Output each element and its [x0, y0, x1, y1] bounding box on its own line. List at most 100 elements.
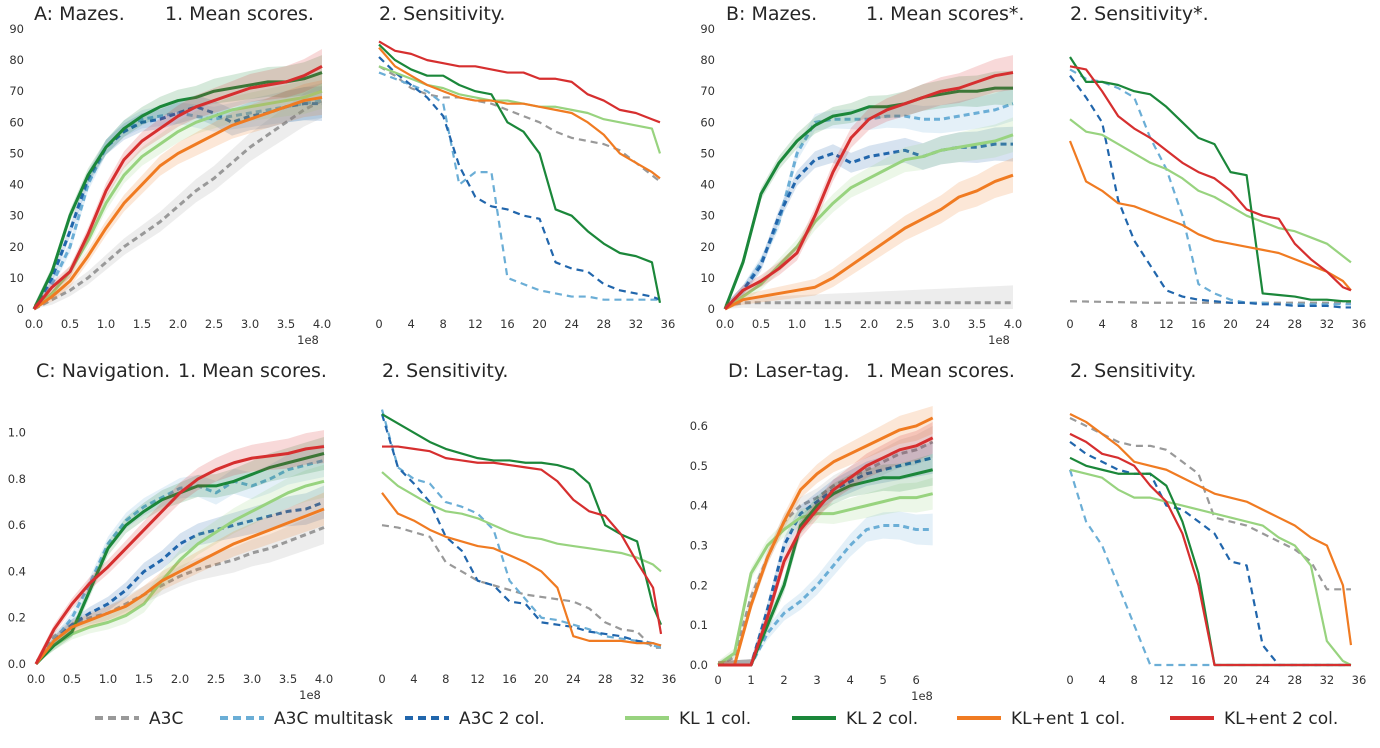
- y-tick-label: 20: [9, 240, 24, 254]
- subplot-title: 1. Mean scores*.: [866, 3, 1024, 25]
- series-line-a3c: [378, 65, 661, 183]
- series-line-kl-ent-2-col: [1069, 65, 1352, 292]
- x-tick-label: 3.0: [932, 317, 950, 331]
- series-line-kl-ent-1-col: [34, 507, 325, 665]
- series-line-kl-ent-1-col: [33, 95, 323, 311]
- x-tick-label: 20: [532, 317, 547, 331]
- y-tick-label: 0: [17, 302, 24, 316]
- series-line-kl-2-col: [1069, 56, 1351, 303]
- x-tick-label: 12: [1159, 673, 1174, 687]
- y-tick-label: 0.4: [8, 564, 26, 578]
- series-band: [725, 86, 1013, 310]
- x-tick-label: 2.0: [169, 317, 187, 331]
- series-line-kl-1-col: [381, 471, 662, 573]
- x-tick-label: 1.0: [99, 672, 117, 686]
- x-tick-label: 1.0: [788, 317, 806, 331]
- y-tick-label: 0.6: [8, 518, 26, 532]
- x-tick-label: 4.0: [313, 317, 331, 331]
- series-line-a3c-2-col: [378, 56, 661, 301]
- legend-label: KL+ent 2 col.: [1224, 709, 1338, 729]
- legend-label: KL 1 col.: [679, 709, 751, 729]
- series-line-a3c: [724, 301, 1013, 308]
- series-band: [725, 126, 1013, 309]
- x-tick-label: 24: [1255, 317, 1270, 331]
- x-tick-label: 0.0: [716, 317, 734, 331]
- series-band: [36, 443, 324, 664]
- series-line-kl-ent-1-col: [718, 416, 934, 667]
- series-line-a3c-multitask: [1068, 469, 1351, 667]
- series-line-a3c: [1069, 416, 1351, 591]
- y-tick-label: 0.0: [8, 657, 26, 671]
- series-band: [718, 441, 933, 665]
- subplot-d1: D: Laser-tag. 1. Mean scores. 0 1 2 3 4 5 6 1e8 0.…: [690, 360, 1015, 703]
- x-tick-label: 16: [502, 672, 517, 686]
- x-tick-label: 32: [1320, 673, 1335, 687]
- x-tick-label: 0.5: [752, 317, 770, 331]
- y-tick-label: 0.0: [690, 658, 708, 672]
- x-tick-label: 0: [714, 673, 721, 687]
- series-line-a3c: [34, 526, 325, 665]
- x-tick-label: 16: [1191, 673, 1206, 687]
- x-offset-label: 1e8: [297, 333, 319, 347]
- x-tick-label: 36: [661, 317, 676, 331]
- x-offset-label: 1e8: [299, 688, 321, 702]
- x-tick-label: 3.0: [243, 672, 261, 686]
- x-tick-label: 16: [1191, 317, 1206, 331]
- series-line-a3c-2-col: [1069, 440, 1351, 667]
- x-tick-label: 2.5: [207, 672, 225, 686]
- x-tick-label: 32: [629, 317, 644, 331]
- x-tick-label: 3.5: [277, 317, 295, 331]
- series-line-kl-ent-2-col: [723, 71, 1014, 311]
- x-tick-label: 20: [1223, 673, 1238, 687]
- x-tick-label: 0.5: [63, 672, 81, 686]
- x-tick-label: 0.5: [61, 317, 79, 331]
- legend-label: A3C: [149, 709, 183, 729]
- legend-label: A3C 2 col.: [459, 709, 545, 729]
- y-tick-label: 0.3: [690, 538, 708, 552]
- series-line-kl-2-col: [378, 43, 662, 303]
- y-tick-label: 0.2: [690, 578, 708, 592]
- y-tick-label: 0.6: [690, 419, 708, 433]
- x-tick-label: 36: [1352, 317, 1367, 331]
- panel-label: B: Mazes.: [726, 3, 817, 25]
- legend-item: KL 2 col.: [792, 709, 918, 729]
- series-line-kl-1-col: [1069, 468, 1352, 666]
- y-tick-label: 0.4: [690, 499, 708, 513]
- y-tick-label: 70: [9, 84, 24, 98]
- legend-item: A3C 2 col.: [405, 709, 545, 729]
- x-tick-label: 2.0: [860, 317, 878, 331]
- series-band: [36, 464, 324, 664]
- series-line-kl-1-col: [717, 492, 934, 667]
- y-tick-label: 0.2: [8, 611, 26, 625]
- x-tick-label: 28: [596, 317, 611, 331]
- x-tick-label: 28: [1287, 673, 1302, 687]
- series-line-a3c-multitask: [32, 99, 323, 310]
- series-line-kl-ent-2-col: [718, 436, 934, 667]
- x-tick-label: 20: [1223, 317, 1238, 331]
- x-tick-label: 6: [913, 673, 920, 687]
- series-band: [34, 48, 322, 310]
- x-tick-label: 12: [468, 317, 483, 331]
- series-line-kl-1-col: [33, 89, 323, 311]
- x-tick-label: 24: [564, 317, 579, 331]
- x-tick-label: 1.0: [97, 317, 115, 331]
- series-line-kl-ent-1-col: [381, 492, 662, 647]
- x-tick-label: 1.5: [135, 672, 153, 686]
- y-tick-label: 50: [700, 146, 715, 160]
- x-tick-label: 0: [1066, 317, 1073, 331]
- y-tick-label: 30: [9, 209, 24, 223]
- x-tick-label: 5: [879, 673, 886, 687]
- series-line-a3c-multitask: [718, 524, 933, 667]
- x-tick-label: 36: [662, 672, 677, 686]
- x-tick-label: 20: [534, 672, 549, 686]
- series-band: [718, 511, 933, 665]
- legend-item: KL 1 col.: [625, 709, 751, 729]
- x-tick-label: 4: [407, 317, 414, 331]
- subplot-title: 2. Sensitivity.: [382, 360, 508, 382]
- legend-item: KL+ent 2 col.: [1170, 709, 1338, 729]
- series-band: [36, 485, 324, 664]
- x-tick-label: 0.0: [27, 672, 45, 686]
- subplot-title: 1. Mean scores.: [165, 3, 314, 25]
- x-tick-label: 0.0: [25, 317, 43, 331]
